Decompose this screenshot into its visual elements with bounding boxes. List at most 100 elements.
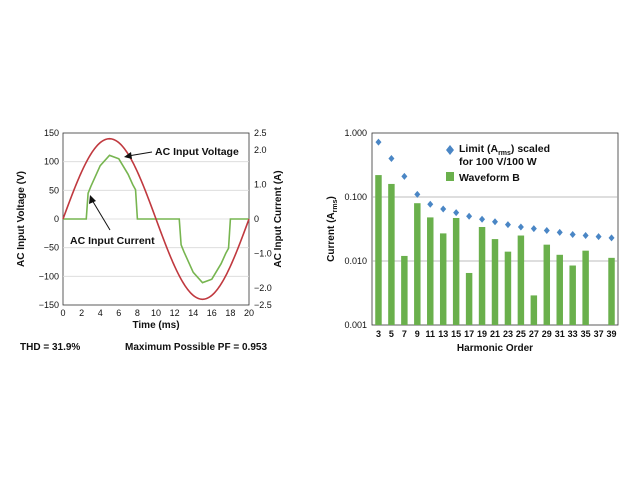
limit-marker [440, 205, 447, 213]
limit-marker [517, 223, 524, 231]
log-tick-label: 1.000 [344, 128, 367, 138]
log-tick-label: 0.001 [344, 320, 367, 330]
voltage-tick-label: 50 [49, 185, 59, 195]
legend-limit-label: Limit (Arms) scaled [459, 143, 550, 157]
harmonic-bar [452, 217, 460, 325]
limit-marker [414, 190, 421, 198]
current-rms-axis-title-sub: rms [332, 199, 339, 212]
voltage-annotation-arrowhead [124, 152, 132, 159]
harmonic-bar [427, 217, 434, 325]
harmonic-tick-label: 5 [389, 329, 394, 339]
current-annotation: AC Input Current [70, 235, 155, 247]
harmonic-tick-label: 11 [426, 329, 436, 339]
legend-limit-marker [446, 145, 454, 155]
harmonic-tick-label: 19 [477, 329, 487, 339]
voltage-axis-title: AC Input Voltage (V) [16, 171, 27, 267]
harmonic-tick-label: 35 [581, 329, 591, 339]
voltage-annotation: AC Input Voltage [155, 146, 239, 158]
harmonic-bar [478, 226, 486, 325]
harmonic-bar [556, 254, 563, 325]
harmonic-bar [608, 257, 615, 325]
time-tick-label: 10 [151, 308, 161, 318]
harmonic-tick-label: 15 [451, 329, 461, 339]
harmonic-tick-label: 31 [555, 329, 565, 339]
harmonic-tick-label: 39 [607, 329, 617, 339]
limit-markers [375, 138, 615, 242]
harmonic-bar [569, 265, 576, 325]
limit-marker [479, 215, 486, 223]
legend-limit-label-sub: rms [498, 150, 511, 157]
time-tick-label: 0 [60, 308, 65, 318]
harmonic-bar [517, 235, 525, 325]
legend-bar-swatch [446, 172, 454, 181]
time-tick-label: 4 [98, 308, 103, 318]
current-axis-title: AC Input Current (A) [273, 170, 284, 267]
current-annotation-arrowhead [89, 195, 96, 204]
harmonic-tick-label: 21 [490, 329, 500, 339]
harmonic-axis-title: Harmonic Order [457, 343, 533, 354]
limit-marker [608, 234, 615, 242]
time-tick-label: 14 [188, 308, 198, 318]
legend-bar-label: Waveform B [459, 172, 520, 184]
voltage-series-line [62, 137, 250, 301]
time-tick-label: 6 [116, 308, 121, 318]
harmonic-tick-label: 7 [402, 329, 407, 339]
harmonic-tick-label: 9 [415, 329, 420, 339]
harmonic-tick-label: 25 [516, 329, 526, 339]
thd-readout: THD = 31.9% [20, 342, 80, 353]
harmonic-bar [504, 251, 512, 325]
current-tick-label: 2.5 [254, 128, 267, 138]
harmonic-tick-label: 23 [503, 329, 513, 339]
current-tick-label: −2.5 [254, 300, 272, 310]
limit-marker [401, 172, 408, 180]
limit-marker [569, 230, 576, 238]
harmonic-tick-label: 27 [529, 329, 539, 339]
voltage-tick-label: 100 [44, 157, 59, 167]
harmonic-tick-label: 13 [438, 329, 448, 339]
harmonic-bar [414, 203, 421, 325]
harmonic-bar [491, 239, 499, 325]
harmonic-bar [530, 295, 538, 325]
current-tick-label: 1.0 [254, 180, 267, 190]
time-tick-label: 20 [244, 308, 254, 318]
time-tick-label: 12 [170, 308, 180, 318]
limit-marker [427, 200, 434, 208]
power-factor-readout: Maximum Possible PF = 0.953 [125, 342, 267, 353]
limit-marker [595, 233, 602, 241]
current-rms-axis-title: Current (Arms) [326, 196, 339, 262]
voltage-tick-label: −150 [39, 300, 59, 310]
harmonic-tick-label: 3 [376, 329, 381, 339]
limit-marker [388, 154, 395, 162]
limit-marker [492, 218, 498, 226]
limit-marker [556, 228, 563, 236]
harmonic-bar [388, 183, 395, 325]
limit-marker [582, 232, 589, 240]
harmonic-tick-label: 29 [542, 329, 552, 339]
time-tick-label: 18 [225, 308, 235, 318]
legend-limit-label-a: Limit (A [459, 143, 498, 155]
harmonic-tick-label: 37 [594, 329, 604, 339]
current-tick-label: 0 [254, 214, 259, 224]
harmonic-tick-label: 33 [568, 329, 578, 339]
harmonic-bars [375, 175, 615, 325]
current-tick-label: 2.0 [254, 145, 267, 155]
current-axis-ticks: 2.5 2.0 1.0 0 −1.0 −2.0 −2.5 [254, 128, 272, 310]
harmonic-tick-label: 17 [464, 329, 474, 339]
voltage-tick-label: −50 [44, 243, 59, 253]
time-tick-label: 8 [135, 308, 140, 318]
time-axis-ticks: 0 2 4 6 8 10 12 14 16 18 20 [60, 308, 254, 318]
voltage-tick-label: 150 [44, 128, 59, 138]
harmonic-bar [465, 272, 473, 325]
voltage-tick-label: −100 [39, 271, 59, 281]
waveform-gridlines [63, 161, 249, 277]
limit-marker [543, 226, 550, 234]
legend-limit-label-b: ) scaled [511, 143, 550, 155]
harmonic-bar [543, 244, 551, 325]
limit-marker [504, 221, 511, 229]
current-log-axis-ticks: 1.000 0.100 0.010 0.001 [344, 128, 367, 330]
time-axis-title: Time (ms) [132, 320, 179, 331]
harmonic-legend: Limit (Arms) scaled for 100 V/100 W Wave… [446, 143, 550, 184]
